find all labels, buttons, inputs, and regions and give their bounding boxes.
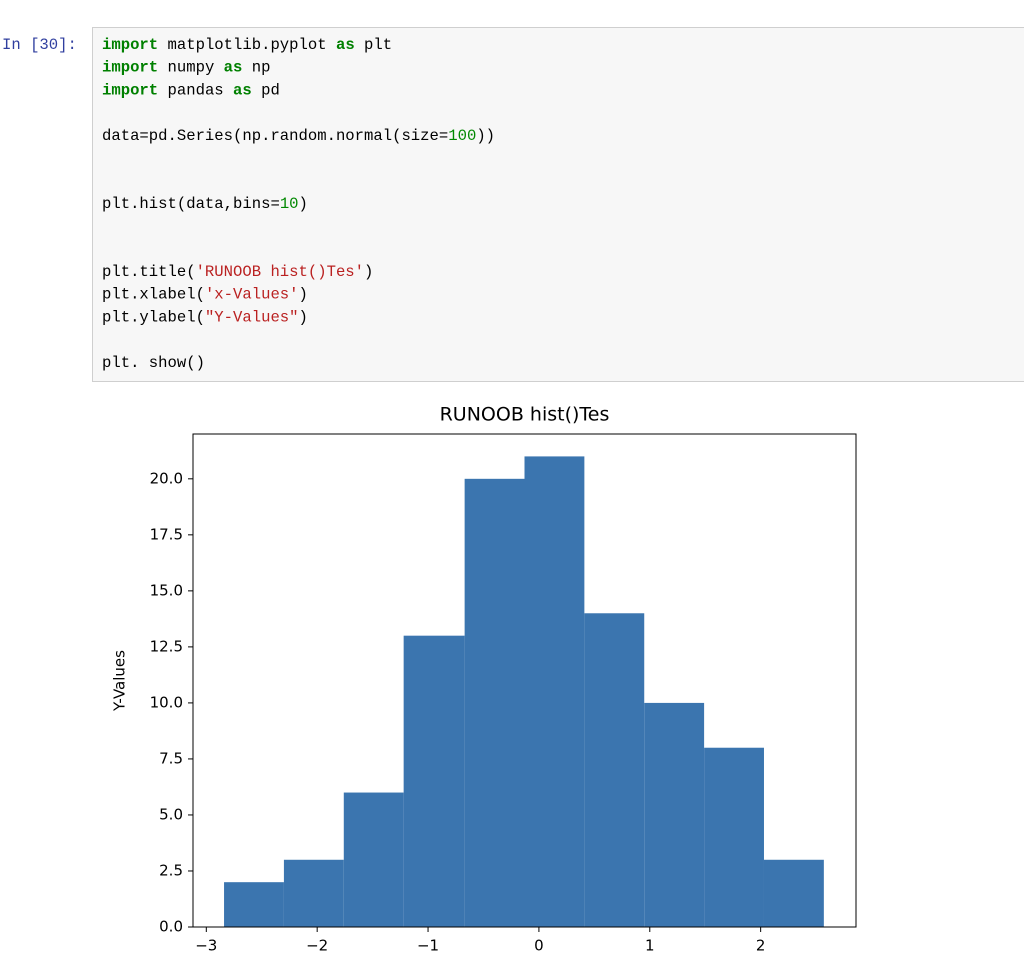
- y-tick-label: 12.5: [150, 637, 183, 655]
- y-tick-label: 20.0: [150, 469, 183, 487]
- code-token: 10: [280, 195, 299, 213]
- code-token: ): [299, 309, 308, 327]
- y-tick-label: 0.0: [159, 918, 183, 936]
- code-line: data=pd.Series(np.random.normal(size=100…: [102, 127, 495, 145]
- code-token: matplotlib.pyplot: [158, 36, 336, 54]
- code-token: plt.hist(data,bins=: [102, 195, 280, 213]
- code-token: numpy: [158, 59, 224, 77]
- code-token: np: [242, 59, 270, 77]
- code-token: pandas: [158, 82, 233, 100]
- x-tick-label: −3: [195, 937, 217, 955]
- bar: [403, 635, 465, 927]
- code-token: ): [299, 286, 308, 304]
- code-token: as: [233, 82, 252, 100]
- y-tick-label: 5.0: [159, 805, 183, 823]
- code-token: ): [364, 263, 373, 281]
- code-token: import: [102, 59, 158, 77]
- bar: [224, 882, 284, 927]
- code-line: import numpy as np: [102, 59, 270, 77]
- bar: [704, 747, 764, 927]
- code-token: plt. show(): [102, 354, 205, 372]
- code-token: 'RUNOOB hist()Tes': [196, 263, 364, 281]
- code-token: import: [102, 82, 158, 100]
- y-tick-label: 17.5: [150, 525, 183, 543]
- code-cell[interactable]: [92, 27, 1024, 382]
- code-token: "Y-Values": [205, 309, 299, 327]
- chart-title: RUNOOB hist()Tes: [440, 404, 610, 426]
- code-line: plt.hist(data,bins=10): [102, 195, 308, 213]
- bar: [524, 456, 585, 927]
- code-line: plt.xlabel('x-Values'): [102, 286, 308, 304]
- code-token: as: [224, 59, 243, 77]
- y-axis-label: Y-Values: [111, 650, 129, 712]
- bar: [343, 792, 404, 927]
- bar: [584, 613, 645, 927]
- x-tick-label: 0: [534, 937, 544, 955]
- bar: [644, 702, 705, 927]
- x-tick-label: −1: [417, 937, 439, 955]
- x-tick-label: 1: [645, 937, 655, 955]
- y-tick-label: 2.5: [159, 861, 183, 879]
- code-token: )): [476, 127, 495, 145]
- code-token: pd: [252, 82, 280, 100]
- code-token: plt.title(: [102, 263, 196, 281]
- code-token: plt.xlabel(: [102, 286, 205, 304]
- x-tick-label: 2: [756, 937, 766, 955]
- code-token: as: [336, 36, 355, 54]
- code-line: plt.title('RUNOOB hist()Tes'): [102, 263, 373, 281]
- code-line: import pandas as pd: [102, 82, 280, 100]
- code-token: 100: [448, 127, 476, 145]
- cell-prompt: In [30]:: [2, 36, 77, 54]
- y-tick-label: 7.5: [159, 749, 183, 767]
- code-token: ): [299, 195, 308, 213]
- bar: [763, 859, 824, 927]
- code-line: plt. show(): [102, 354, 205, 372]
- code-token: plt.ylabel(: [102, 309, 205, 327]
- code-token: data=pd.Series(np.random.normal(size=: [102, 127, 448, 145]
- code-line: import matplotlib.pyplot as plt: [102, 36, 392, 54]
- code-token: 'x-Values': [205, 286, 299, 304]
- y-tick-label: 15.0: [150, 581, 183, 599]
- bar: [283, 859, 344, 927]
- code-token: import: [102, 36, 158, 54]
- plot-frame: [192, 433, 857, 928]
- code-token: plt: [355, 36, 392, 54]
- y-tick-label: 10.0: [150, 693, 183, 711]
- code-line: plt.ylabel("Y-Values"): [102, 309, 308, 327]
- x-tick-label: −2: [306, 937, 328, 955]
- bar: [464, 478, 525, 927]
